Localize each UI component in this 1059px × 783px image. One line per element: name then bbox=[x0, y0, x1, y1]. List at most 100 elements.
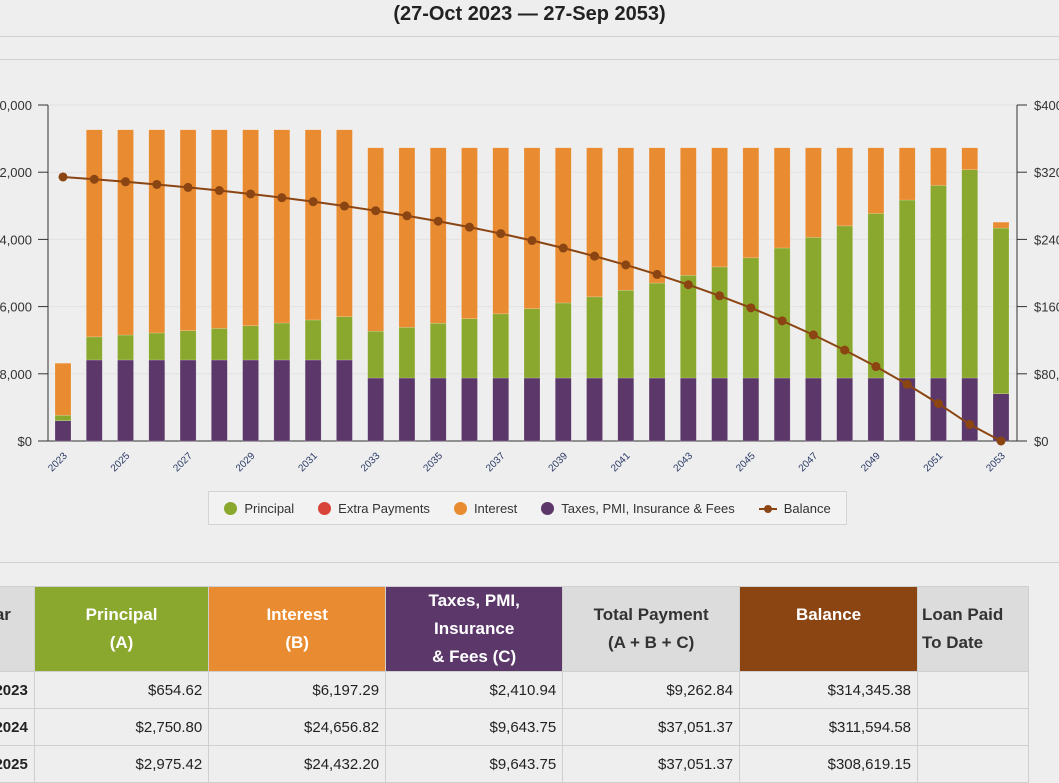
bar-taxes-pmi-insurance-fees-2023 bbox=[54, 420, 72, 442]
column-header[interactable]: Year bbox=[0, 586, 35, 672]
balance-point-2046 bbox=[777, 316, 787, 326]
right-axis-label: $80,000 bbox=[1034, 367, 1059, 382]
bar-taxes-pmi-insurance-fees-2034 bbox=[398, 377, 416, 442]
legend-label: Balance bbox=[783, 500, 831, 516]
x-axis-label: 2043 bbox=[672, 450, 696, 474]
table-cell: 2024 bbox=[0, 708, 35, 746]
x-axis-label: 2051 bbox=[922, 450, 946, 474]
bar-taxes-pmi-insurance-fees-2052 bbox=[961, 377, 978, 442]
header-line: Interest bbox=[266, 605, 328, 624]
left-axis-label: $32,000 bbox=[0, 165, 32, 180]
bar-principal-2041 bbox=[617, 289, 635, 379]
bar-interest-2027 bbox=[179, 129, 197, 332]
table-cell: 2025 bbox=[0, 745, 35, 783]
legend-item-interest[interactable]: Interest bbox=[453, 501, 517, 516]
column-header[interactable]: Interest (B) bbox=[208, 586, 387, 672]
header-line: (A + B + C) bbox=[608, 633, 695, 652]
bar-taxes-pmi-insurance-fees-2045 bbox=[742, 377, 760, 442]
bar-principal-2043 bbox=[680, 275, 697, 379]
bar-interest-2035 bbox=[429, 147, 447, 324]
divider bbox=[0, 36, 1059, 37]
balance-point-2023 bbox=[58, 172, 68, 182]
column-header[interactable]: Loan Paid To Date bbox=[917, 586, 1029, 672]
table-cell: $9,643.75 bbox=[385, 745, 564, 783]
balance-point-2037 bbox=[496, 229, 506, 239]
left-axis-label: $8,000 bbox=[0, 367, 32, 382]
right-axis-label: $0 bbox=[1034, 434, 1048, 449]
bar-taxes-pmi-insurance-fees-2040 bbox=[586, 377, 603, 442]
table-cell: $2,975.42 bbox=[33, 745, 210, 783]
balance-point-2028 bbox=[214, 186, 224, 196]
balance-point-2050 bbox=[902, 379, 912, 389]
column-header[interactable]: Taxes, PMI, Insurance & Fees (C) bbox=[385, 586, 564, 672]
header-line bbox=[0, 629, 30, 657]
left-axis-label: $24,000 bbox=[0, 232, 32, 247]
column-header[interactable]: Balance bbox=[739, 586, 919, 672]
header-line: Principal bbox=[85, 605, 158, 624]
bar-principal-2049 bbox=[867, 213, 885, 379]
balance-point-2033 bbox=[371, 206, 381, 216]
header-line: To Date bbox=[922, 633, 984, 652]
legend-label: Extra Payments bbox=[338, 500, 430, 516]
bar-principal-2027 bbox=[179, 330, 197, 361]
bar-interest-2036 bbox=[461, 147, 478, 319]
x-axis-label: 2049 bbox=[859, 450, 883, 474]
bar-interest-2039 bbox=[555, 147, 572, 304]
bar-principal-2053 bbox=[992, 227, 1010, 394]
bar-interest-2053 bbox=[992, 221, 1010, 229]
balance-point-2045 bbox=[746, 303, 756, 313]
bar-principal-2025 bbox=[117, 334, 134, 361]
balance-point-2040 bbox=[590, 251, 600, 261]
right-axis-label: $160,000 bbox=[1034, 300, 1059, 315]
legend-label: Principal bbox=[244, 500, 295, 516]
bar-taxes-pmi-insurance-fees-2038 bbox=[523, 377, 541, 442]
x-axis-label: 2031 bbox=[296, 450, 320, 474]
bar-principal-2023 bbox=[54, 414, 72, 421]
circle-icon bbox=[541, 501, 555, 515]
bar-principal-2032 bbox=[336, 316, 353, 361]
legend-item-balance[interactable]: Balance bbox=[758, 500, 831, 516]
balance-point-2035 bbox=[433, 216, 443, 226]
header-line: (A) bbox=[109, 633, 134, 652]
table-cell: $311,594.58 bbox=[739, 708, 919, 746]
bar-principal-2028 bbox=[211, 328, 228, 361]
bar-interest-2030 bbox=[273, 129, 291, 324]
bar-taxes-pmi-insurance-fees-2053 bbox=[992, 393, 1010, 442]
bar-taxes-pmi-insurance-fees-2025 bbox=[117, 359, 134, 442]
x-axis-label: 2033 bbox=[359, 450, 383, 474]
date-range-title: (27-Oct 2023 — 27-Sep 2053) bbox=[393, 3, 666, 25]
bar-taxes-pmi-insurance-fees-2029 bbox=[242, 359, 259, 442]
x-axis-label: 2047 bbox=[797, 450, 821, 474]
bar-interest-2050 bbox=[898, 147, 916, 201]
table-cell: $308,619.15 bbox=[739, 745, 919, 783]
bar-taxes-pmi-insurance-fees-2049 bbox=[867, 377, 885, 442]
bar-interest-2023 bbox=[54, 362, 72, 416]
table-row: 2023$654.62$6,197.29$2,410.94$9,262.84$3… bbox=[0, 671, 1029, 709]
bar-interest-2038 bbox=[523, 147, 541, 309]
legend-item-extra-payments[interactable]: Extra Payments bbox=[318, 501, 430, 516]
circle-icon bbox=[224, 501, 238, 515]
chart-legend: Principal Extra Payments Interest Taxes, PM… bbox=[208, 491, 847, 525]
divider bbox=[0, 562, 1059, 563]
x-axis-label: 2027 bbox=[171, 450, 195, 474]
header-line: Taxes, PMI, Insurance bbox=[428, 591, 520, 638]
bar-interest-2044 bbox=[711, 147, 728, 268]
circle-icon bbox=[318, 501, 332, 515]
table-cell: $2,750.80 bbox=[33, 708, 210, 746]
balance-point-2052 bbox=[965, 419, 975, 429]
bar-interest-2047 bbox=[805, 147, 822, 238]
bar-principal-2035 bbox=[429, 322, 447, 379]
x-axis-label: 2023 bbox=[46, 450, 70, 474]
legend-label: Taxes, PMI, Insurance & Fees bbox=[561, 500, 735, 516]
legend-item-principal[interactable]: Principal bbox=[224, 501, 294, 516]
balance-point-2034 bbox=[402, 211, 412, 221]
bar-principal-2046 bbox=[773, 247, 791, 379]
column-header[interactable]: Total Payment (A + B + C) bbox=[562, 586, 741, 672]
header-line: (B) bbox=[285, 633, 309, 652]
x-axis-label: 2039 bbox=[547, 450, 571, 474]
column-header[interactable]: Principal (A) bbox=[33, 586, 210, 672]
bar-principal-2048 bbox=[836, 225, 853, 379]
bar-principal-2029 bbox=[242, 325, 259, 361]
legend-item-taxes-pmi-insurance-fees[interactable]: Taxes, PMI, Insurance & Fees bbox=[541, 500, 735, 516]
x-axis-label: 2045 bbox=[734, 450, 758, 474]
